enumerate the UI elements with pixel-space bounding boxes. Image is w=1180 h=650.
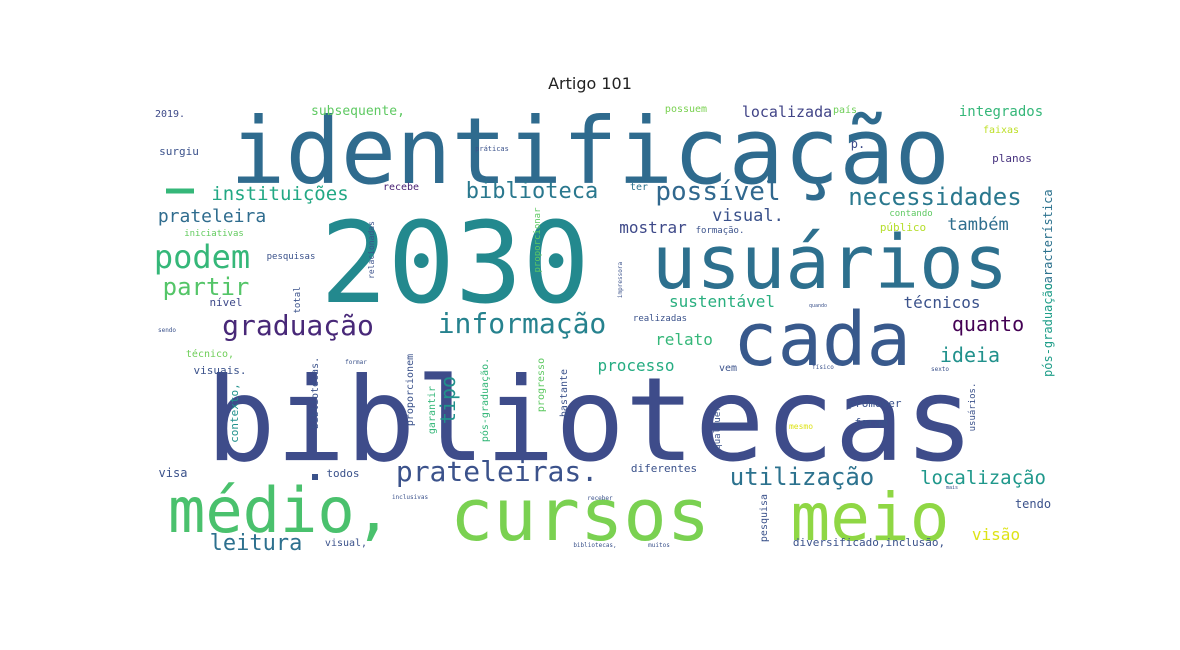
cloud-word: bibliotecas, bbox=[573, 542, 616, 549]
cloud-word: biblioteca bbox=[466, 179, 598, 204]
cloud-word: todos bbox=[326, 467, 359, 480]
cloud-mark bbox=[166, 188, 194, 194]
cloud-word: receber bbox=[587, 495, 613, 502]
cloud-word: localização bbox=[920, 467, 1046, 489]
cloud-word: necessidades bbox=[848, 183, 1021, 211]
cloud-word: quanto bbox=[952, 312, 1024, 336]
cloud-word: contexto, bbox=[228, 383, 241, 443]
cloud-word: usuários bbox=[652, 220, 1008, 306]
cloud-word: possuem bbox=[665, 104, 707, 115]
cloud-word: promover bbox=[849, 397, 902, 410]
cloud-word: p. bbox=[851, 137, 865, 151]
cloud-word: faixas bbox=[983, 125, 1019, 136]
cloud-word: físico bbox=[812, 364, 834, 371]
cloud-word: quando bbox=[809, 303, 827, 309]
cloud-word: técnicos bbox=[903, 293, 980, 312]
cloud-word: visual. bbox=[712, 206, 784, 226]
cloud-word: realizadas bbox=[633, 314, 687, 324]
cloud-word: técnico, bbox=[186, 348, 234, 360]
cloud-word: garantir bbox=[427, 386, 438, 434]
cloud-word: proporcionar bbox=[533, 207, 543, 273]
cloud-word: país bbox=[833, 104, 857, 116]
cloud-word: pesquisas bbox=[267, 252, 316, 262]
cloud-word: tipo bbox=[436, 376, 460, 424]
cloud-word: possível bbox=[655, 177, 780, 207]
cloud-word: diferentes bbox=[631, 462, 697, 475]
cloud-mark bbox=[312, 474, 318, 480]
cloud-word: vem bbox=[719, 363, 737, 374]
cloud-word: bibliotecas bbox=[206, 353, 974, 488]
cloud-word: relato bbox=[655, 330, 713, 349]
cloud-word: visão bbox=[972, 525, 1020, 544]
cloud-word: visa bbox=[159, 466, 188, 480]
cloud-word: 2030 bbox=[320, 199, 590, 329]
cloud-word: pesquisa bbox=[759, 494, 770, 542]
cloud-word: integrados bbox=[959, 104, 1043, 120]
cloud-word: sustentável bbox=[669, 292, 775, 311]
cloud-word: localizada bbox=[742, 103, 832, 121]
cloud-word: pós-graduação. bbox=[479, 358, 491, 442]
cloud-word: prateleiras. bbox=[396, 455, 598, 488]
cloud-word: muitos bbox=[648, 542, 670, 549]
cloud-word: iniciativas bbox=[184, 229, 244, 239]
cloud-word: qualquer bbox=[713, 406, 723, 450]
cloud-word: ter bbox=[630, 182, 648, 193]
cloud-word: 2019. bbox=[155, 109, 185, 120]
cloud-word: processo bbox=[597, 356, 674, 375]
cloud-word: total bbox=[293, 286, 303, 313]
cloud-word: pós-graduação bbox=[1041, 283, 1055, 377]
cloud-word: informação bbox=[438, 307, 607, 340]
cloud-word: identificação bbox=[230, 98, 950, 205]
cloud-word: característica bbox=[1041, 189, 1055, 290]
cloud-word: mesmo bbox=[789, 422, 813, 431]
cloud-word: proporcionem bbox=[405, 354, 416, 426]
cloud-word: impressora bbox=[617, 262, 624, 299]
cloud-word: progresso bbox=[536, 358, 547, 412]
figure-title: Artigo 101 bbox=[548, 74, 632, 93]
cloud-word: prateleira bbox=[158, 206, 266, 227]
cloud-word: visuais. bbox=[194, 364, 247, 377]
cloud-word: tendo bbox=[1015, 497, 1051, 511]
cloud-word: recebe bbox=[383, 182, 419, 193]
cloud-word: surgiu bbox=[159, 145, 199, 158]
cloud-word: cada bbox=[733, 297, 911, 383]
cloud-word: mostrar bbox=[619, 218, 687, 237]
cloud-word: contando bbox=[889, 209, 932, 219]
cloud-word: utilização bbox=[730, 463, 875, 491]
cloud-word: foram bbox=[854, 416, 887, 429]
cloud-word: diversificado,inclusão, bbox=[793, 536, 945, 549]
cloud-word: cursos bbox=[450, 473, 710, 557]
cloud-word: instituições bbox=[211, 183, 348, 205]
cloud-word: também bbox=[947, 215, 1008, 235]
cloud-word: usuários. bbox=[968, 383, 978, 432]
cloud-word: bibliotecas. bbox=[310, 357, 321, 429]
cloud-word: público bbox=[880, 221, 926, 234]
cloud-word: relacionadas bbox=[367, 221, 376, 279]
cloud-word: visual, bbox=[325, 538, 367, 549]
cloud-word: sendo bbox=[158, 327, 176, 334]
cloud-word: formar bbox=[345, 359, 367, 366]
cloud-word: inclusivas bbox=[392, 494, 429, 501]
cloud-word: formação. bbox=[696, 226, 745, 236]
cloud-word: médio, bbox=[168, 474, 392, 547]
cloud-word: leitura bbox=[210, 531, 303, 556]
cloud-word: meio bbox=[791, 479, 950, 556]
cloud-word: graduação bbox=[222, 309, 374, 342]
cloud-word: nível bbox=[209, 296, 242, 309]
cloud-word: subsequente, bbox=[311, 104, 405, 119]
cloud-word: bastante bbox=[559, 369, 570, 417]
cloud-word: podem bbox=[154, 238, 250, 276]
cloud-word: ideia bbox=[940, 343, 1000, 367]
cloud-word: partir bbox=[163, 273, 250, 301]
cloud-word: sexto bbox=[931, 366, 949, 373]
cloud-word: práticas bbox=[475, 145, 509, 153]
cloud-word: planos bbox=[992, 152, 1032, 165]
cloud-word: mais bbox=[946, 485, 958, 491]
